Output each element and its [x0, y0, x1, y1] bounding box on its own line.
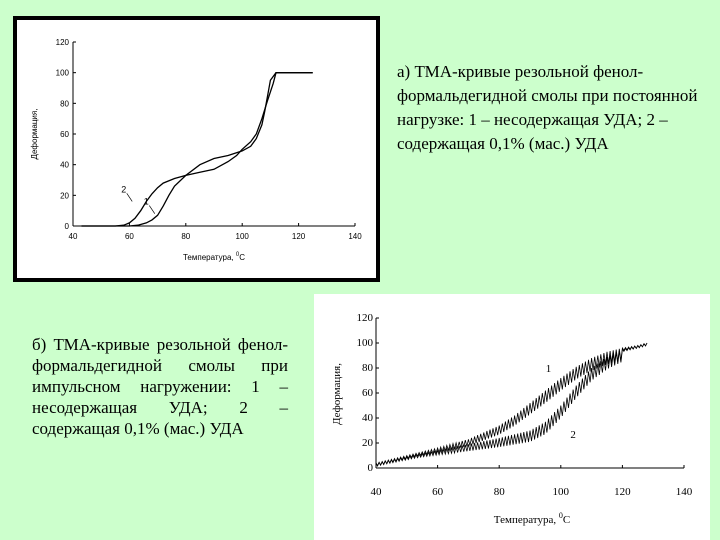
chart-b-xtick-label: 80 — [494, 486, 506, 498]
chart-b-ytick-label: 20 — [362, 437, 374, 449]
chart-b-svg: 0 20 40 60 80 100 120 40 60 80 100 120 140 1 2 Дефор… — [331, 312, 693, 526]
chart-b-xlabel: Температура, 0С — [494, 511, 570, 526]
chart-a-xtick-label: 140 — [348, 232, 362, 241]
chart-a-series-1-line — [81, 72, 313, 227]
caption-a: а) ТМА-кривые резольной фенол-формальдег… — [397, 62, 698, 153]
chart-a-panel: 0 20 40 60 80 100 120 40 60 80 100 120 140 1 2 Дефор… — [17, 20, 376, 278]
chart-b-xtick-label: 60 — [432, 486, 444, 498]
chart-b-series-1-line — [375, 342, 648, 467]
chart-b-xtick-label: 100 — [553, 486, 570, 498]
chart-b-ytick-label: 60 — [362, 387, 374, 399]
chart-b-series-label: 1 — [546, 363, 552, 375]
chart-a-ytick-label: 40 — [60, 161, 69, 170]
chart-a-ytick-label: 100 — [56, 69, 70, 78]
chart-a-frame: 0 20 40 60 80 100 120 40 60 80 100 120 140 1 2 Дефор… — [13, 16, 380, 282]
chart-b-ytick-label: 0 — [368, 462, 374, 474]
chart-b-ytick-label: 120 — [357, 312, 374, 324]
chart-a-ytick-label: 120 — [56, 38, 70, 47]
chart-a-xtick-label: 80 — [181, 232, 190, 241]
chart-a-series-label: 2 — [121, 184, 126, 194]
chart-b-series-label: 2 — [570, 429, 576, 441]
chart-a-ytick-label: 20 — [60, 191, 69, 200]
chart-b-xtick-label: 120 — [614, 486, 631, 498]
chart-a-xtick-label: 100 — [236, 232, 250, 241]
chart-b-xtick-label: 40 — [371, 486, 383, 498]
chart-b-ytick-label: 40 — [362, 412, 374, 424]
chart-a-svg: 0 20 40 60 80 100 120 40 60 80 100 120 140 1 2 Дефор… — [30, 38, 362, 262]
chart-a-xtick-label: 60 — [125, 232, 134, 241]
chart-a-xtick-label: 40 — [69, 232, 78, 241]
chart-a-ytick-label: 60 — [60, 130, 69, 139]
chart-a-ytick-label: 0 — [65, 222, 70, 231]
chart-b-series-2-line — [375, 342, 648, 467]
chart-a-ytick-label: 80 — [60, 99, 69, 108]
chart-a-label-leader — [149, 205, 156, 214]
chart-a-xtick-label: 120 — [292, 232, 306, 241]
caption-b: б) ТМА-кривые резольной фенол-формальдег… — [32, 335, 288, 438]
chart-b-panel: 0 20 40 60 80 100 120 40 60 80 100 120 140 1 2 Дефор… — [314, 294, 710, 540]
chart-b-xtick-label: 140 — [676, 486, 693, 498]
chart-a-series-label: 1 — [144, 197, 149, 207]
chart-b-ylabel: Деформация, — [331, 363, 343, 425]
chart-b-ytick-label: 100 — [357, 337, 374, 349]
chart-b-ytick-label: 80 — [362, 362, 374, 374]
chart-a-ylabel: Деформация, — [30, 109, 39, 160]
chart-a-label-leader — [126, 193, 133, 202]
chart-a-xlabel: Температура, 0С — [183, 252, 245, 262]
chart-a-series-2-line — [81, 72, 313, 227]
